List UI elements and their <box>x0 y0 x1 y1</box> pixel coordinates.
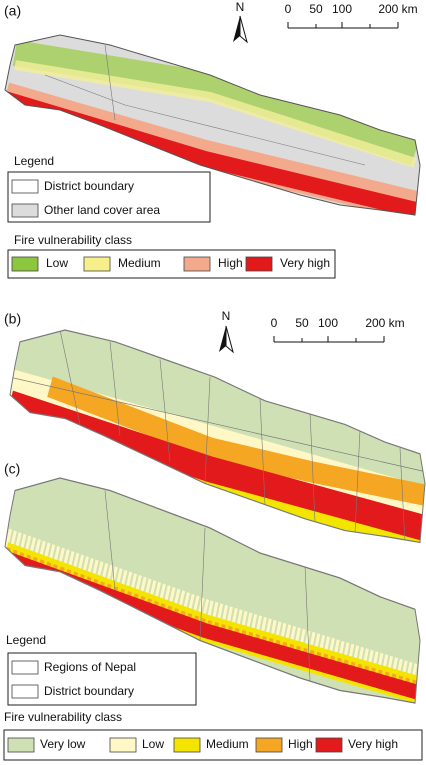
legend-title: Legend <box>14 154 54 168</box>
class-swatch <box>83 256 111 272</box>
class-swatch <box>11 256 39 272</box>
panel-label: (b) <box>4 311 21 327</box>
legend-swatch <box>11 684 39 699</box>
class-item: High <box>218 256 243 270</box>
scale-label: 200 km <box>365 316 404 330</box>
class-swatch <box>173 737 201 753</box>
scale-label: 50 <box>309 2 323 16</box>
legend-swatch <box>11 660 39 675</box>
class-box <box>7 249 336 279</box>
panel-label: (c) <box>4 461 20 477</box>
legend-box <box>7 652 197 706</box>
class-swatch <box>109 737 137 753</box>
class-item: High <box>288 737 313 751</box>
scale-label: 100 <box>332 2 352 16</box>
class-item: Very low <box>40 737 86 751</box>
class-swatch <box>315 737 343 753</box>
north-arrow: N <box>233 0 248 44</box>
legend-item: District boundary <box>44 684 134 698</box>
legend-swatch <box>11 203 39 218</box>
panel-label: (a) <box>4 3 21 19</box>
legend-item: Regions of Nepal <box>44 660 136 674</box>
class-swatch <box>7 737 35 753</box>
class-box <box>3 729 423 761</box>
legend-item: Other land cover area <box>44 203 160 217</box>
scale-label: 100 <box>318 316 338 330</box>
class-swatch <box>183 256 211 272</box>
class-item: Very high <box>348 737 398 751</box>
class-item: Medium <box>118 256 161 270</box>
legend-item: District boundary <box>44 179 134 193</box>
legend-box <box>7 171 211 223</box>
scale-bar: 0 50 100 200 km <box>271 316 405 343</box>
class-item: Medium <box>206 737 249 751</box>
class-item: Low <box>142 737 164 751</box>
north-label: N <box>222 309 231 323</box>
class-title: Fire vulnerability class <box>4 710 122 724</box>
class-title: Fire vulnerability class <box>14 233 132 247</box>
scale-label: 0 <box>271 316 278 330</box>
north-label: N <box>236 0 245 14</box>
class-swatch <box>245 256 273 272</box>
class-item: Low <box>46 256 68 270</box>
scale-label: 50 <box>295 316 309 330</box>
legend-title: Legend <box>6 633 46 647</box>
scale-bar: 0 50 100 200 km <box>285 2 418 29</box>
class-item: Very high <box>280 256 330 270</box>
north-arrow: N <box>219 309 234 354</box>
scale-label: 200 km <box>378 2 417 16</box>
class-swatch <box>255 737 283 753</box>
legend-swatch <box>11 179 39 194</box>
scale-label: 0 <box>285 2 292 16</box>
